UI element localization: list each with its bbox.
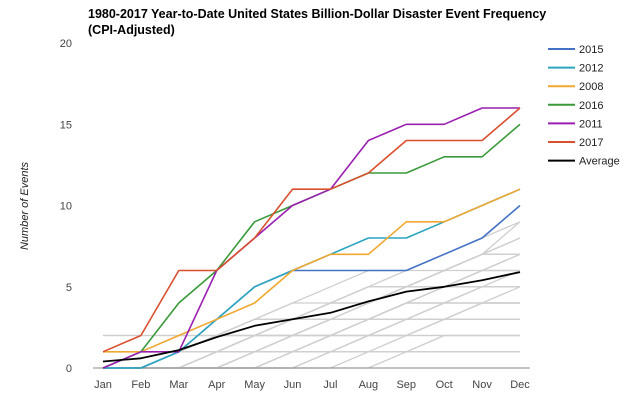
x-tick-label: Feb: [131, 379, 150, 391]
x-tick-label: Dec: [510, 379, 530, 391]
x-tick-label: Sep: [396, 379, 416, 391]
highlighted-series-group: [102, 107, 521, 369]
y-tick-label: 0: [66, 363, 72, 375]
legend-item-average: Average: [548, 156, 620, 168]
legend-label: Average: [579, 156, 620, 168]
chart-title: 1980-2017 Year-to-Date United States Bil…: [88, 7, 547, 37]
y-axis-ticks: 0 5 10 15 20: [60, 38, 72, 375]
y-tick-label: 15: [60, 119, 72, 131]
legend-item-2012: 2012: [548, 63, 603, 75]
legend-item-2016: 2016: [548, 100, 603, 112]
x-tick-label: Jun: [284, 379, 302, 391]
legend-item-2011: 2011: [548, 118, 603, 130]
x-tick-label: Jul: [323, 379, 337, 391]
legend-item-2015: 2015: [548, 44, 603, 56]
legend-label: 2011: [579, 118, 603, 130]
background-series-group: [102, 221, 521, 369]
y-axis-label: Number of Events: [19, 161, 31, 250]
x-axis-ticks: Jan Feb Mar Apr May Jun Jul Aug Sep Oct Nov Dec: [94, 379, 530, 391]
x-tick-label: May: [244, 379, 265, 391]
series-line-average: [102, 271, 521, 363]
x-tick-label: Apr: [208, 379, 225, 391]
x-tick-label: Jan: [94, 379, 112, 391]
y-tick-label: 20: [60, 38, 72, 50]
y-tick-label: 10: [60, 201, 72, 213]
background-year-line: [102, 221, 521, 369]
x-tick-label: Nov: [472, 379, 492, 391]
legend-item-2017: 2017: [548, 137, 603, 149]
series-line-2011: [102, 107, 520, 369]
x-tick-label: Mar: [169, 379, 188, 391]
series-line-2017: [102, 107, 521, 353]
legend-label: 2015: [579, 44, 603, 56]
legend-label: 2016: [579, 100, 603, 112]
x-tick-label: Aug: [359, 379, 379, 391]
series-line-2016: [102, 123, 521, 369]
legend: 2015 2012 2008 2016 2011 2017 Average: [548, 44, 620, 168]
legend-item-2008: 2008: [548, 81, 603, 93]
legend-label: 2017: [579, 137, 603, 149]
y-tick-label: 5: [66, 282, 72, 294]
series-line-2008: [103, 188, 521, 353]
x-tick-label: Oct: [436, 379, 453, 391]
legend-label: 2008: [579, 81, 603, 93]
legend-label: 2012: [579, 63, 603, 75]
background-year-line: [103, 253, 520, 369]
